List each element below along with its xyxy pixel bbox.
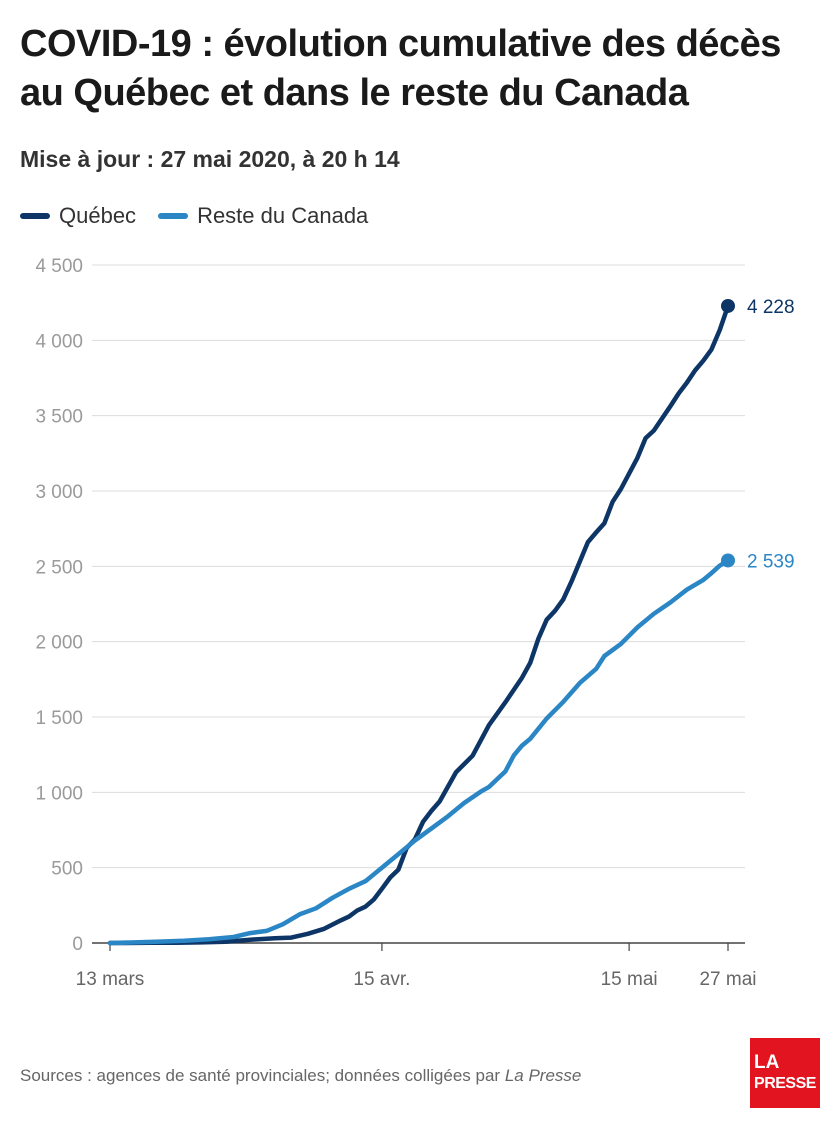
y-tick-label: 3 000 [35, 482, 83, 503]
chart-title: COVID-19 : évolution cumulative des décè… [20, 23, 781, 114]
source-publication: La Presse [504, 1066, 582, 1085]
x-tick-label: 15 mai [601, 969, 658, 990]
y-tick-label: 1 500 [35, 708, 83, 729]
x-tick-label: 27 mai [699, 969, 756, 990]
series-end-label: 2 539 [747, 551, 795, 572]
legend-swatch-quebec [20, 213, 50, 219]
update-timestamp: Mise à jour : 27 mai 2020, à 20 h 14 [20, 146, 400, 172]
logo-line-2: PRESSE [754, 1075, 816, 1092]
la-presse-logo: LA PRESSE [750, 1038, 820, 1108]
series-line [107, 558, 731, 946]
logo-line-1: LA [754, 1052, 780, 1073]
legend-item-quebec: Québec [20, 203, 136, 229]
series-end-label: 4 228 [747, 297, 795, 318]
series-end-point [721, 553, 735, 568]
y-tick-label: 4 500 [35, 256, 83, 277]
legend-label-quebec: Québec [59, 203, 137, 228]
series-line [107, 303, 731, 946]
series: 4 228 2 539 [107, 297, 795, 946]
y-tick-label: 1 000 [35, 783, 83, 804]
gridlines [92, 264, 745, 869]
legend-label-reste-du-canada: Reste du Canada [197, 203, 369, 228]
legend-swatch-reste-du-canada [158, 213, 189, 219]
source-note: Sources : agences de santé provinciales;… [20, 1066, 581, 1086]
y-tick-label: 3 500 [35, 407, 83, 428]
y-tick-label: 4 000 [35, 331, 83, 352]
y-tick-label: 0 [72, 934, 83, 955]
chart-legend: Québec Reste du Canada [20, 203, 390, 229]
source-text: Sources : agences de santé provinciales;… [20, 1066, 505, 1085]
line-chart: 0 500 1 000 1 500 2 000 2 500 3 000 3 500 4 000 4… [35, 256, 795, 990]
legend-item-reste-du-canada: Reste du Canada [158, 203, 368, 229]
series-end-point [721, 298, 735, 313]
x-tick-label: 13 mars [76, 969, 145, 990]
y-tick-label: 2 000 [35, 633, 83, 654]
x-tick-label: 15 avr. [353, 969, 410, 990]
y-tick-label: 2 500 [35, 557, 83, 578]
axes: 0 500 1 000 1 500 2 000 2 500 3 000 3 500 4 000 4… [35, 256, 756, 990]
y-tick-label: 500 [51, 859, 83, 880]
